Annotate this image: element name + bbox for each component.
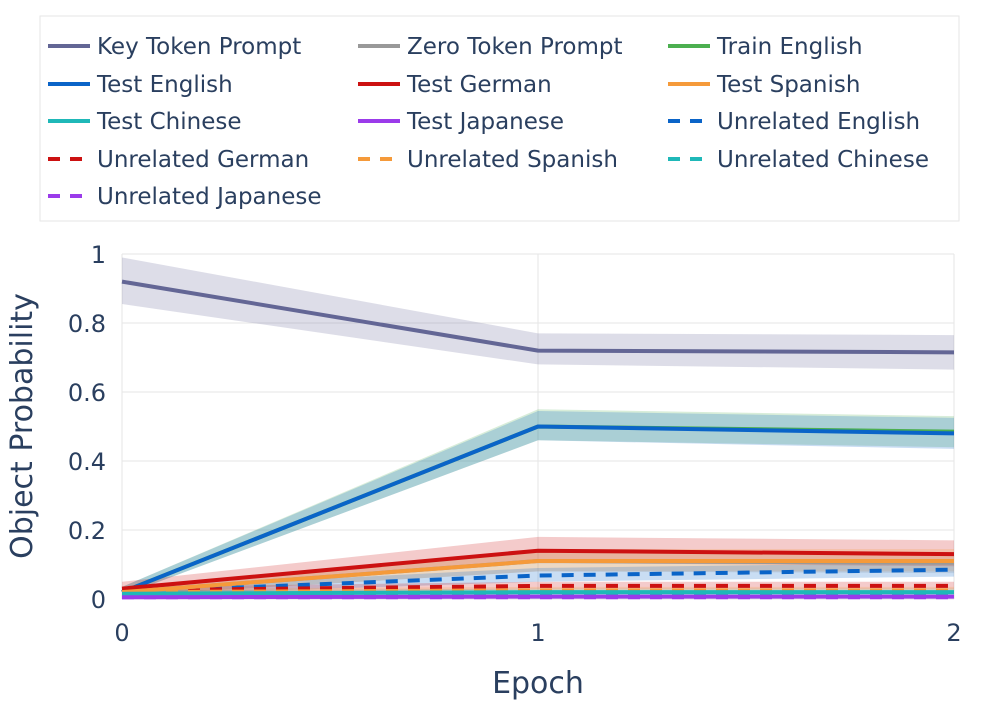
legend-item-zero-token-prompt: Zero Token Prompt bbox=[358, 34, 623, 60]
legend-item-test-spanish: Test Spanish bbox=[668, 72, 860, 98]
legend-label: Train English bbox=[716, 34, 863, 60]
legend-label: Test Chinese bbox=[96, 109, 242, 135]
x-axis-title: Epoch bbox=[492, 666, 584, 701]
legend: Key Token Prompt Zero Token Prompt Train E… bbox=[39, 15, 960, 222]
x-axis-ticks: 0 1 2 bbox=[114, 619, 961, 647]
legend-label: Key Token Prompt bbox=[97, 34, 301, 60]
y-tick-label: 0.2 bbox=[68, 517, 106, 545]
legend-item-test-german: Test German bbox=[358, 72, 552, 98]
legend-item-unrelated-english: Unrelated English bbox=[668, 109, 920, 135]
y-tick-label: 0.8 bbox=[68, 310, 106, 338]
legend-box bbox=[39, 15, 960, 222]
legend-item-unrelated-german: Unrelated German bbox=[48, 147, 309, 173]
legend-label: Unrelated German bbox=[97, 147, 309, 173]
legend-label: Unrelated Japanese bbox=[97, 184, 322, 210]
legend-label: Test German bbox=[406, 72, 552, 98]
y-axis-title: Object Probability bbox=[5, 293, 40, 559]
legend-label: Unrelated English bbox=[717, 109, 920, 135]
series-lines bbox=[121, 279, 955, 600]
legend-item-test-japanese: Test Japanese bbox=[358, 109, 564, 135]
y-tick-label: 0.4 bbox=[68, 448, 106, 476]
legend-label: Zero Token Prompt bbox=[407, 34, 623, 60]
line-unrelated-english bbox=[121, 567, 955, 595]
legend-item-test-english: Test English bbox=[48, 72, 233, 98]
x-tick-label: 2 bbox=[946, 619, 961, 647]
band-key-token-prompt bbox=[122, 257, 954, 370]
legend-label: Test Japanese bbox=[406, 109, 564, 135]
line-key-token-prompt bbox=[121, 279, 955, 355]
y-tick-label: 0.6 bbox=[68, 379, 106, 407]
legend-item-unrelated-chinese: Unrelated Chinese bbox=[668, 147, 929, 173]
legend-item-unrelated-japanese: Unrelated Japanese bbox=[48, 184, 322, 210]
y-tick-label: 0 bbox=[91, 586, 106, 614]
y-axis-ticks: 0 0.2 0.4 0.6 0.8 1 bbox=[68, 241, 106, 614]
legend-label: Test Spanish bbox=[716, 72, 860, 98]
x-tick-label: 0 bbox=[114, 619, 129, 647]
legend-label: Test English bbox=[96, 72, 233, 98]
line-test-spanish bbox=[121, 559, 954, 595]
legend-item-test-chinese: Test Chinese bbox=[48, 109, 242, 135]
legend-label: Unrelated Chinese bbox=[717, 147, 929, 173]
legend-item-unrelated-spanish: Unrelated Spanish bbox=[358, 147, 618, 173]
line-test-japanese bbox=[121, 594, 954, 600]
band-train-english bbox=[122, 409, 954, 596]
x-tick-label: 1 bbox=[530, 619, 545, 647]
legend-item-train-english: Train English bbox=[668, 34, 863, 60]
legend-item-key-token-prompt: Key Token Prompt bbox=[48, 34, 301, 60]
line-unrelated-german bbox=[121, 583, 954, 593]
line-test-chinese bbox=[121, 590, 954, 596]
line-test-german bbox=[121, 548, 955, 591]
line-test-english bbox=[121, 424, 955, 594]
legend-label: Unrelated Spanish bbox=[407, 147, 618, 173]
y-tick-label: 1 bbox=[91, 241, 106, 269]
